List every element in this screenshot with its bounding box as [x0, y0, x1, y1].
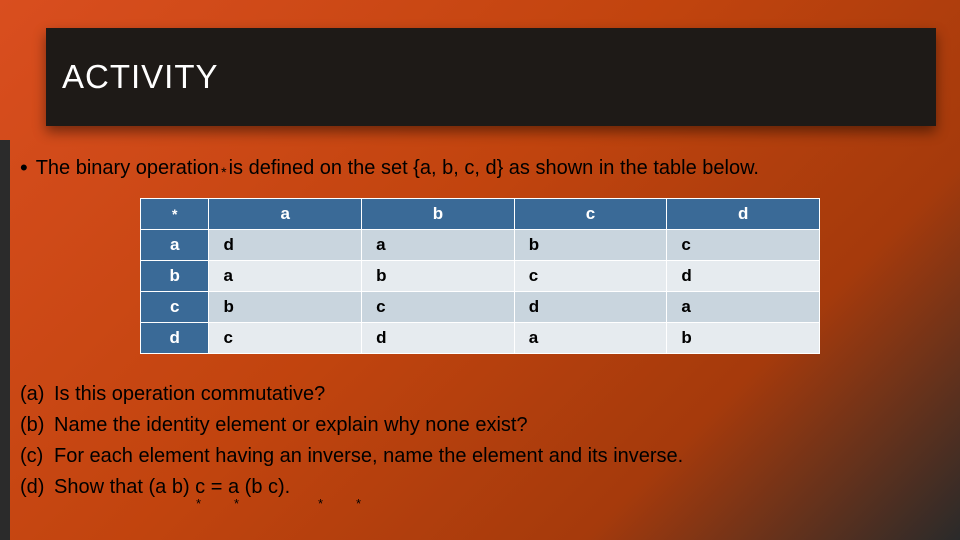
cell: b — [362, 261, 515, 292]
table-row: a d a b c — [141, 230, 820, 261]
slide: ACTIVITY • The binary operation * is def… — [0, 0, 960, 540]
cell: b — [514, 230, 667, 261]
question-label: (a) — [20, 380, 54, 409]
cell: d — [514, 292, 667, 323]
star-icon: * — [356, 495, 361, 514]
operation-star-icon: * — [221, 164, 226, 180]
question-text: Name the identity element or explain why… — [54, 411, 528, 440]
cell: a — [362, 230, 515, 261]
question-label: (c) — [20, 442, 54, 471]
table-row: b a b c d — [141, 261, 820, 292]
title-block: ACTIVITY — [46, 28, 936, 126]
row-header: b — [141, 261, 209, 292]
cell: c — [209, 323, 362, 354]
cell: c — [362, 292, 515, 323]
question-label: (b) — [20, 411, 54, 440]
question-b: (b) Name the identity element or explain… — [20, 411, 940, 440]
question-label: (d) — [20, 473, 54, 502]
table-corner: * — [141, 199, 209, 230]
row-header: c — [141, 292, 209, 323]
cell: a — [209, 261, 362, 292]
question-c: (c) For each element having an inverse, … — [20, 442, 940, 471]
question-d: (d) Show that (a b) c = a (b c). * * * * — [20, 473, 940, 502]
table-row: d c d a b — [141, 323, 820, 354]
question-text: For each element having an inverse, name… — [54, 442, 683, 471]
cell: b — [209, 292, 362, 323]
question-a: (a) Is this operation commutative? — [20, 380, 940, 409]
star-icon: * — [234, 495, 239, 514]
question-text: Is this operation commutative? — [54, 380, 325, 409]
col-header: a — [209, 199, 362, 230]
col-header: d — [667, 199, 820, 230]
question-d-content: Show that (a b) c = a (b c). * * * * — [54, 473, 290, 502]
cell: d — [362, 323, 515, 354]
cell: b — [667, 323, 820, 354]
cell: d — [667, 261, 820, 292]
questions-block: (a) Is this operation commutative? (b) N… — [20, 380, 940, 504]
operation-table: * a b c d a d a b c b a b — [140, 198, 820, 354]
cell: d — [209, 230, 362, 261]
col-header: c — [514, 199, 667, 230]
star-icon: * — [196, 495, 201, 514]
cell: c — [667, 230, 820, 261]
cell: c — [514, 261, 667, 292]
row-header: a — [141, 230, 209, 261]
cell: a — [514, 323, 667, 354]
star-icon: * — [318, 495, 323, 514]
row-header: d — [141, 323, 209, 354]
page-title: ACTIVITY — [62, 58, 219, 96]
cell: a — [667, 292, 820, 323]
col-header: b — [362, 199, 515, 230]
intro-text-post: is defined on the set {a, b, c, d} as sh… — [229, 157, 759, 180]
bullet-dot-icon: • — [20, 155, 28, 181]
table-row: c b c d a — [141, 292, 820, 323]
operation-table-wrap: * a b c d a d a b c b a b — [140, 198, 820, 354]
intro-bullet: • The binary operation * is defined on t… — [20, 155, 940, 181]
left-accent-bar — [0, 140, 10, 540]
intro-text-pre: The binary operation — [36, 157, 219, 180]
question-text: Show that (a b) c = a (b c). — [54, 476, 290, 498]
